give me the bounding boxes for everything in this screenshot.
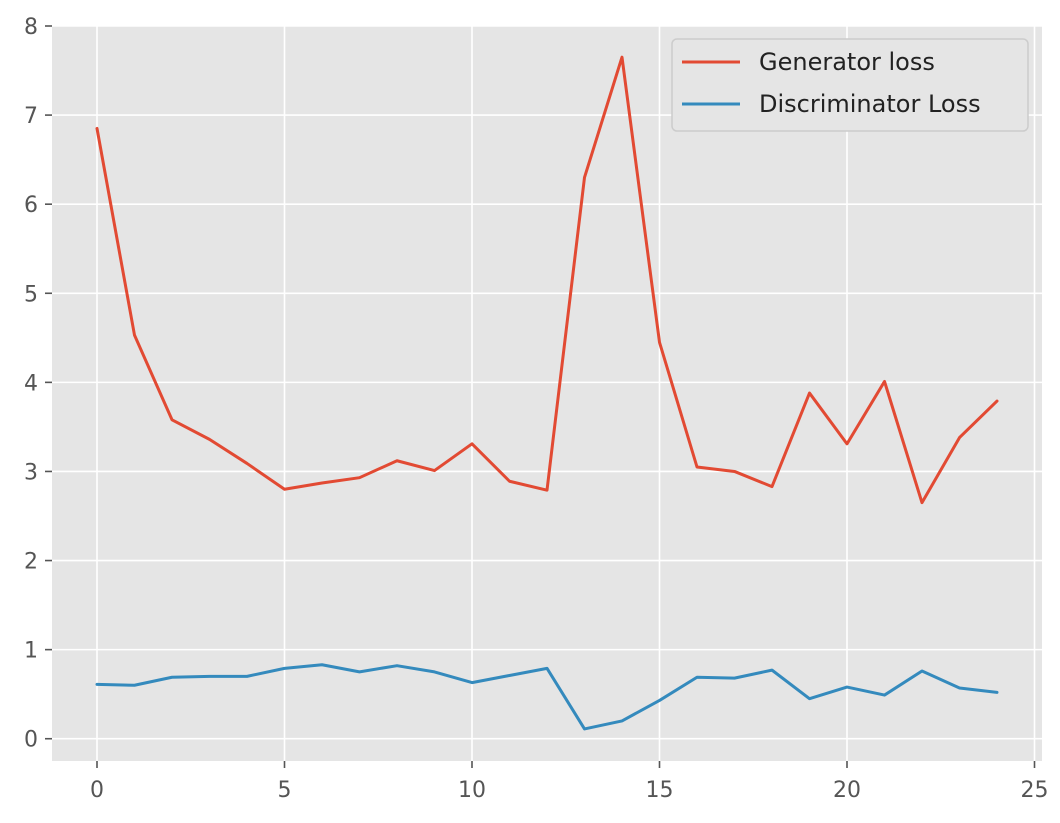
x-tick-label: 10 [458, 778, 486, 803]
legend: Generator loss Discriminator Loss [672, 39, 1028, 131]
y-tick-label: 4 [24, 371, 38, 396]
y-tick-label: 0 [24, 728, 38, 753]
y-tick-label: 5 [24, 282, 38, 307]
x-tick-label: 0 [90, 778, 104, 803]
y-tick-label: 3 [24, 460, 38, 485]
y-tick-label: 6 [24, 193, 38, 218]
y-tick-label: 2 [24, 550, 38, 575]
legend-label-discriminator-loss: Discriminator Loss [759, 90, 981, 118]
legend-label-generator-loss: Generator loss [759, 48, 935, 76]
y-tick-label: 7 [24, 104, 38, 129]
x-tick-label: 20 [833, 778, 861, 803]
y-tick-label: 1 [24, 639, 38, 664]
y-tick-label: 8 [24, 15, 38, 40]
x-tick-label: 5 [278, 778, 292, 803]
x-tick-label: 15 [646, 778, 674, 803]
x-tick-label: 25 [1021, 778, 1049, 803]
plot-background [52, 26, 1042, 761]
